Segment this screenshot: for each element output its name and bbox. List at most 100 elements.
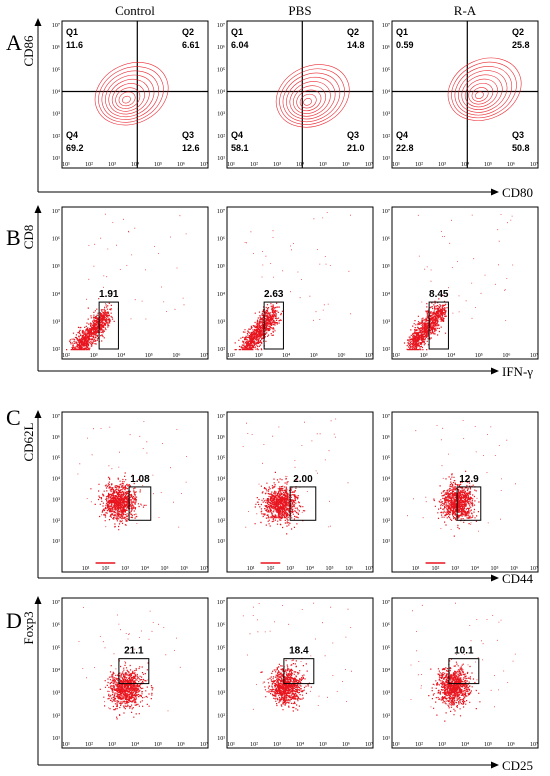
x-tick-label: 10⁷: [530, 353, 538, 359]
y-tick-label: 10⁶: [217, 623, 225, 629]
x-tick-label: 10²: [415, 742, 423, 748]
y-tick-label: 10²: [217, 713, 225, 719]
x-tick-label: 10²: [227, 353, 235, 359]
x-tick-label: 10⁷: [365, 566, 373, 572]
x-tick-label: 10⁶: [507, 162, 515, 168]
y-tick-label: 10²: [52, 713, 60, 719]
y-tick-label: 10⁶: [52, 435, 60, 441]
gate-value: 10.1: [454, 646, 474, 657]
quadrant-value-q1: 11.6: [66, 40, 83, 50]
y-tick-label: 10⁷: [52, 209, 60, 215]
y-tick-label: 10³: [382, 691, 390, 697]
y-tick-label: 10⁶: [217, 237, 225, 243]
contour-line: [115, 87, 141, 109]
x-axis-arrow: [491, 574, 499, 582]
quadrant-value-q3: 21.0: [347, 143, 365, 153]
contour-line: [303, 98, 312, 106]
x-tick-label: 10⁶: [342, 742, 350, 748]
x-tick-label: 10³: [255, 353, 263, 359]
y-tick-label: 10¹: [52, 539, 60, 545]
y-tick-label: 10⁵: [217, 456, 225, 462]
x-tick-label: 10³: [420, 353, 428, 359]
gate-rect: [289, 486, 317, 521]
contour-line: [447, 57, 522, 121]
plot-pbs: 10¹ 10² 10³ 10⁴ 10⁵ 10⁶ 10⁷ 10¹ 10² 10³ 10⁴ 10⁵ 10⁶ 1…: [217, 20, 374, 169]
x-tick-label: 10¹: [392, 162, 400, 168]
x-tick-label: 10⁶: [507, 742, 515, 748]
x-tick-label: 10⁵: [484, 162, 492, 168]
y-tick-label: 10⁵: [382, 264, 390, 270]
quadrant-value-q3: 12.6: [182, 143, 200, 153]
x-tick-label: 10⁵: [484, 742, 492, 748]
x-axis-label: CD25: [502, 758, 533, 773]
x-tick-label: 10⁵: [491, 566, 499, 572]
quadrant-value-q1: 6.04: [231, 40, 249, 50]
x-tick-label: 10⁷: [530, 566, 538, 572]
event-dots: [403, 214, 514, 351]
y-tick-label: 10¹: [52, 736, 60, 742]
x-tick-label: 10⁴: [461, 742, 469, 748]
column-title-ra: R-A: [454, 3, 477, 18]
plot-control: 10¹ 10² 10³ 10⁴ 10⁵ 10⁶ 10⁷ 10¹ 10² 10³ 10⁴ 10⁵ 10⁶ 1…: [52, 411, 209, 573]
quadrant-label-q4: Q4: [66, 130, 78, 140]
x-tick-label: 10⁵: [319, 162, 327, 168]
y-tick-label: 10⁷: [52, 414, 60, 420]
x-tick-label: 10⁴: [131, 162, 139, 168]
x-tick-label: 10³: [273, 742, 281, 748]
quadrant-value-q1: 0.59: [396, 40, 414, 50]
y-tick-label: 10¹: [217, 539, 225, 545]
x-tick-label: 10⁶: [172, 353, 180, 359]
x-tick-label: 10⁷: [200, 566, 208, 572]
x-tick-label: 10³: [438, 742, 446, 748]
x-tick-label: 10⁷: [200, 162, 208, 168]
y-tick-label: 10⁷: [52, 23, 60, 29]
plot-pbs: 10¹ 10² 10³ 10⁴ 10⁵ 10⁶ 10⁷ 10¹ 10² 10³ 10⁴ 10⁵ 10⁶ 1…: [217, 597, 374, 749]
y-tick-label: 10²: [52, 347, 60, 353]
plot-ra: 10¹ 10² 10³ 10⁴ 10⁵ 10⁶ 10⁷ 10¹ 10² 10³ 10⁴ 10⁵ 10⁶ 1…: [382, 20, 539, 169]
x-tick-label: 10⁷: [200, 353, 208, 359]
x-tick-label: 10⁶: [180, 566, 188, 572]
y-tick-label: 10¹: [382, 736, 390, 742]
x-tick-label: 10⁵: [319, 742, 327, 748]
quadrant-label-q3: Q3: [182, 130, 194, 140]
x-tick-label: 10³: [121, 566, 129, 572]
contour-line: [458, 70, 508, 113]
y-axis-label: CD8: [21, 225, 36, 250]
y-tick-label: 10⁴: [382, 90, 390, 96]
contour-line: [461, 74, 503, 110]
x-tick-label: 10⁶: [177, 742, 185, 748]
y-tick-label: 10⁴: [52, 668, 60, 674]
y-tick-label: 10⁴: [217, 292, 225, 298]
event-dots: [242, 602, 352, 712]
gate-value: 1.91: [99, 289, 119, 300]
quadrant-value-q4: 58.1: [231, 143, 249, 153]
x-tick-label: 10⁵: [154, 742, 162, 748]
event-dots: [78, 607, 181, 720]
contour-line: [468, 82, 494, 105]
contour-line: [98, 66, 164, 123]
column-title-pbs: PBS: [288, 3, 311, 18]
y-tick-label: 10²: [217, 134, 225, 140]
y-tick-label: 10³: [217, 319, 225, 325]
gate-rect: [118, 658, 150, 685]
plot-ra: 10² 10³ 10⁴ 10⁵ 10⁶ 10⁷ 10² 10³ 10⁴ 10⁵ 10⁶ 10⁷ 8.45: [382, 206, 539, 360]
quadrant-label-q1: Q1: [396, 27, 408, 37]
x-tick-label: 10³: [90, 353, 98, 359]
y-tick-label: 10³: [217, 497, 225, 503]
gate-rect: [283, 658, 315, 685]
contour-line: [275, 64, 350, 128]
gate-value: 18.4: [289, 646, 309, 657]
y-tick-label: 10⁷: [217, 23, 225, 29]
y-tick-label: 10¹: [217, 736, 225, 742]
y-tick-label: 10³: [217, 691, 225, 697]
contour-line: [111, 83, 145, 112]
quadrant-value-q2: 6.61: [182, 40, 200, 50]
plot-control: 10¹ 10² 10³ 10⁴ 10⁵ 10⁶ 10⁷ 10¹ 10² 10³ 10⁴ 10⁵ 10⁶ 1…: [52, 597, 209, 749]
contour-line: [108, 78, 150, 115]
event-dots: [407, 420, 516, 537]
gate-rect: [448, 658, 480, 685]
plot-frame: [391, 597, 539, 749]
gate-value: 2.63: [264, 289, 284, 300]
gate-value: 2.00: [293, 474, 313, 485]
event-dots: [242, 418, 349, 535]
